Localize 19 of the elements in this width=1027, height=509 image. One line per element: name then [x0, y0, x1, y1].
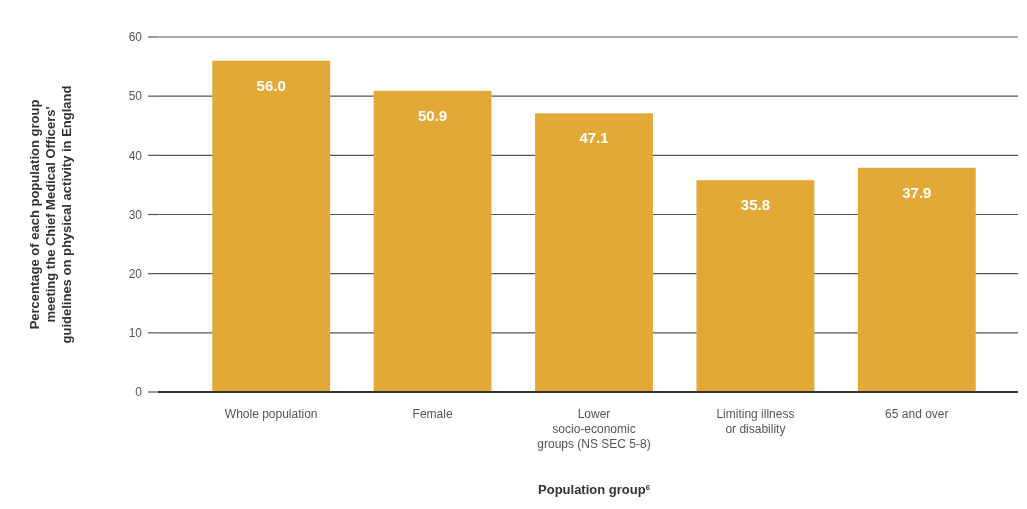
y-tick-label: 30 — [128, 207, 143, 222]
y-tick-label: 40 — [128, 148, 143, 163]
data-label: 50.9 — [417, 106, 448, 124]
x-tick-label: Limiting illness or disability — [716, 407, 795, 436]
data-label: 37.9 — [902, 183, 932, 201]
y-tick-label: 20 — [128, 266, 143, 281]
data-label: 47.1 — [579, 129, 609, 147]
x-tick-label: Lower socio-economic groups (NS SEC 5-8) — [537, 407, 651, 451]
y-tick-label: 50 — [128, 89, 143, 104]
x-tick-label: Whole population — [224, 407, 318, 421]
y-tick-label: 0 — [135, 385, 143, 400]
y-tick-label: 60 — [128, 30, 143, 45]
data-label: 56.0 — [256, 76, 286, 94]
x-tick-label: Female — [412, 407, 453, 421]
data-label: 35.8 — [740, 196, 771, 214]
x-axis-title: Population group$^{6}$ — [538, 482, 651, 497]
y-axis-title: Percentage of each population group meeting the Chief Medical Officers' guidelines on physical activity in England — [27, 85, 74, 344]
y-tick-label: 10 — [128, 326, 143, 341]
x-tick-label: 65 and over — [885, 407, 949, 421]
